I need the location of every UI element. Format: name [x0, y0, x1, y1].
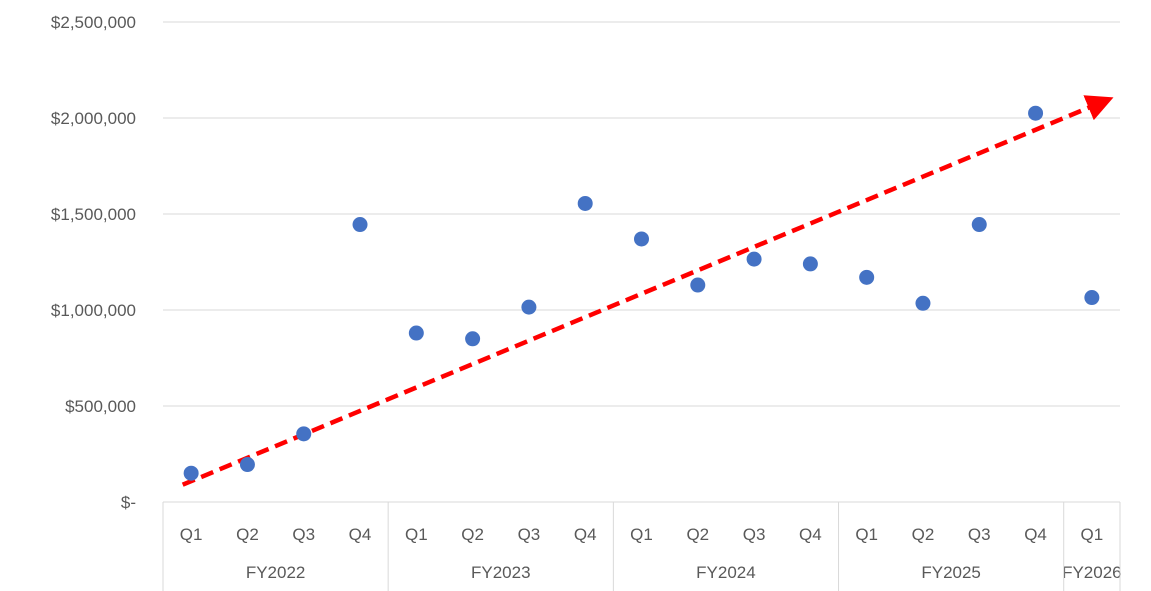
x-group-label: FY2022 [246, 563, 306, 582]
x-group-label: FY2023 [471, 563, 531, 582]
x-tick-label: Q1 [180, 525, 203, 544]
data-point [690, 277, 706, 293]
y-tick-label: $- [121, 493, 136, 512]
data-point [1084, 290, 1100, 306]
data-point [634, 231, 649, 247]
data-point [408, 325, 424, 341]
data-points [183, 105, 1100, 481]
data-point [239, 457, 255, 473]
x-tick-label: Q3 [518, 525, 541, 544]
x-tick-label: Q4 [799, 525, 822, 544]
data-point [521, 299, 537, 315]
x-tick-label: Q1 [1081, 525, 1104, 544]
data-point [183, 465, 199, 481]
gridlines [163, 21, 1120, 503]
x-tick-label: Q2 [912, 525, 935, 544]
x-group-label: FY2026 [1062, 563, 1122, 582]
x-tick-label: Q2 [686, 525, 709, 544]
x-tick-label: Q1 [630, 525, 653, 544]
data-point [465, 331, 481, 347]
x-tick-label: Q4 [574, 525, 597, 544]
y-tick-label: $2,500,000 [51, 13, 136, 32]
x-tick-label: Q4 [349, 525, 372, 544]
y-axis: $- $500,000 $1,000,000 $1,500,000 $2,000,000… [51, 13, 136, 512]
data-point [352, 217, 368, 233]
x-tick-label: Q2 [236, 525, 259, 544]
y-tick-label: $1,000,000 [51, 301, 136, 320]
x-tick-label: Q1 [855, 525, 878, 544]
x-group-label: FY2024 [696, 563, 756, 582]
data-point [577, 195, 593, 211]
x-tick-label: Q4 [1024, 525, 1047, 544]
data-point [296, 426, 312, 442]
x-tick-label: Q3 [968, 525, 991, 544]
x-axis: Q1 Q2 Q3 Q4 FY2022 Q1 Q2 Q3 Q4 FY2023 Q1 Q2 Q3 Q4 FY20… [162, 502, 1122, 591]
y-tick-label: $500,000 [65, 397, 136, 416]
x-tick-label: Q3 [292, 525, 315, 544]
y-tick-label: $2,000,000 [51, 109, 136, 128]
trend-arrow [181, 95, 1114, 487]
data-point [746, 251, 762, 267]
x-group-label: FY2025 [921, 563, 981, 582]
data-point [802, 256, 818, 272]
x-tick-label: Q2 [461, 525, 484, 544]
trend-arrow-layer [181, 95, 1114, 487]
data-point [859, 269, 875, 285]
x-tick-label: Q1 [405, 525, 428, 544]
data-point [915, 295, 931, 311]
y-tick-label: $1,500,000 [51, 205, 136, 224]
data-point [971, 217, 987, 233]
x-tick-label: Q3 [743, 525, 766, 544]
data-point [1028, 105, 1044, 121]
